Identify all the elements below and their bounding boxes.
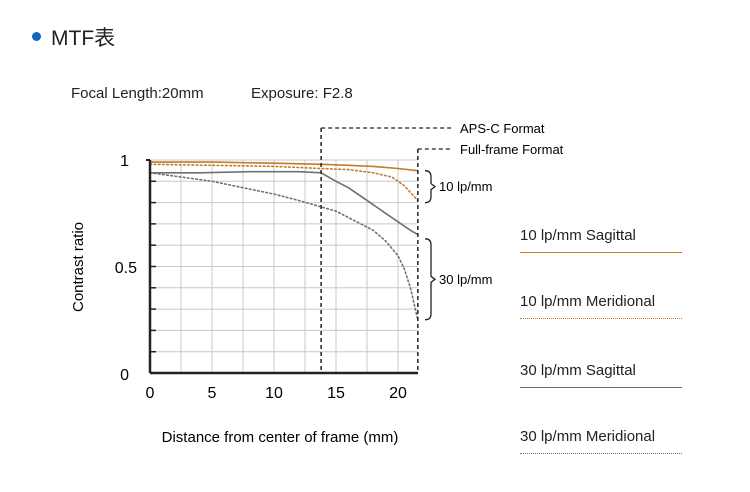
legend-label: 30 lp/mm Meridional — [520, 428, 656, 445]
legend-label: 10 lp/mm Meridional — [520, 293, 656, 310]
legend-30lp-meridional: 30 lp/mm Meridional — [520, 428, 682, 454]
x-tick-label: 10 — [265, 385, 283, 402]
legend-label: 10 lp/mm Sagittal — [520, 227, 636, 244]
series-line-30-lp-mm-meridional — [149, 172, 419, 321]
axis-ticks: 0 5 10 15 20 0 0.5 1 — [115, 153, 407, 402]
legend-swatch — [520, 318, 682, 319]
legend-30lp-sagittal: 30 lp/mm Sagittal — [520, 362, 682, 388]
series-line-30-lp-mm-sagittal — [149, 170, 419, 236]
page-heading: MTF表 — [32, 22, 115, 52]
series-line-10-lp-mm-meridional — [149, 163, 419, 202]
x-axis-label: Distance from center of frame (mm) — [162, 429, 399, 446]
x-tick-label: 15 — [327, 385, 345, 402]
chart-series — [149, 161, 419, 321]
legend-swatch — [520, 387, 682, 388]
x-tick-label: 20 — [389, 385, 407, 402]
page-title: MTF表 — [51, 27, 116, 50]
y-tick-label: 0 — [120, 367, 129, 384]
group-bracket — [424, 238, 437, 321]
y-tick-label: 0.5 — [115, 260, 137, 277]
y-axis-label: Contrast ratio — [70, 222, 87, 312]
frequency-groups: 10 lp/mm 30 lp/mm — [424, 170, 492, 321]
marker-label-fullframe: Full-frame Format — [460, 142, 564, 157]
bullet-dot — [32, 32, 41, 41]
focal-length-label: Focal Length:20mm — [71, 85, 204, 102]
x-tick-label: 5 — [208, 385, 217, 402]
format-markers: APS-C Format Full-frame Format — [320, 121, 564, 373]
group-bracket — [424, 170, 437, 204]
chart-grid — [150, 159, 418, 373]
chart-axes — [146, 159, 418, 375]
legend-swatch — [520, 453, 682, 454]
exposure-label: Exposure: F2.8 — [251, 85, 353, 102]
legend-10lp-meridional: 10 lp/mm Meridional — [520, 293, 682, 319]
y-tick-label: 1 — [120, 153, 129, 170]
series-line-10-lp-mm-sagittal — [149, 161, 419, 172]
legend-label: 30 lp/mm Sagittal — [520, 362, 636, 379]
legend-swatch — [520, 252, 682, 253]
group-label-10lp: 10 lp/mm — [439, 179, 492, 194]
x-tick-label: 0 — [146, 385, 155, 402]
group-label-30lp: 30 lp/mm — [439, 272, 492, 287]
legend-10lp-sagittal: 10 lp/mm Sagittal — [520, 227, 682, 253]
marker-label-apsc: APS-C Format — [460, 121, 545, 136]
